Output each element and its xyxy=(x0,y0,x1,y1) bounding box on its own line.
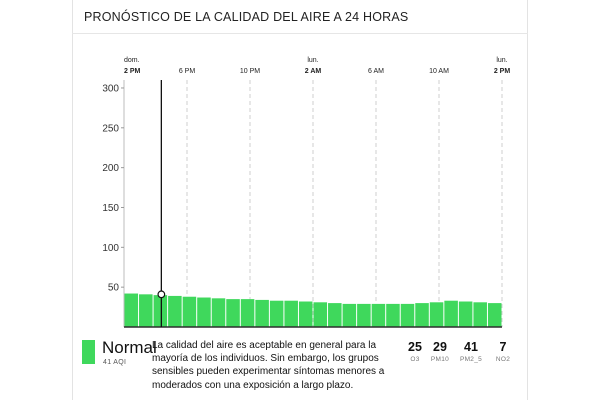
y-tick-label: 50 xyxy=(108,283,120,294)
aqi-bar xyxy=(386,303,400,327)
aqi-bar xyxy=(313,302,328,327)
aqi-bar xyxy=(298,301,313,327)
aqi-bar xyxy=(255,299,269,327)
aqi-bar xyxy=(400,303,415,327)
y-tick-label: 200 xyxy=(102,163,119,174)
pollutant-value: 41 xyxy=(464,340,478,354)
aqi-bar xyxy=(182,296,197,327)
aqi-bar xyxy=(240,299,255,327)
aqi-bar xyxy=(284,300,298,327)
time-tick-label: 2 PM xyxy=(124,68,141,75)
aqi-bar xyxy=(328,303,342,327)
aqi-bar xyxy=(153,295,168,327)
time-tick-label: 2 AM xyxy=(305,68,322,75)
aqi-bar xyxy=(357,303,371,327)
aqi-bar xyxy=(473,302,487,327)
pollutant-name: NO2 xyxy=(495,356,511,363)
aqi-bar xyxy=(444,300,458,327)
forecast-panel xyxy=(72,0,528,400)
time-tick-label: 10 PM xyxy=(240,68,260,75)
aqi-bar xyxy=(487,303,502,327)
aqi-bar xyxy=(371,303,386,327)
time-tick-label: 2 PM xyxy=(494,68,511,75)
time-tick-label: 6 PM xyxy=(179,68,196,75)
y-tick-label: 150 xyxy=(102,203,119,214)
pollutant-value: 7 xyxy=(499,340,507,354)
aqi-bar xyxy=(458,301,473,327)
title-divider xyxy=(72,33,528,34)
pollutant-pm10: 29 PM10 xyxy=(425,340,455,363)
aqi-bar xyxy=(211,298,226,327)
aqi-bar xyxy=(124,293,139,327)
panel-title: PRONÓSTICO DE LA CALIDAD DEL AIRE A 24 H… xyxy=(84,10,409,24)
aqi-bar xyxy=(168,295,182,327)
time-tick-day: lun. xyxy=(307,57,318,64)
aqi-summary: Normal 41 AQI La calidad del aire es ace… xyxy=(82,338,522,398)
pollutant-value: 25 xyxy=(408,340,422,354)
status-color-swatch xyxy=(82,340,95,364)
pollutant-o3: 25 O3 xyxy=(400,340,430,363)
pollutant-pm2-5: 41 PM2_5 xyxy=(456,340,486,363)
aqi-bar xyxy=(226,299,240,327)
pollutant-name: PM10 xyxy=(430,356,450,363)
pollutant-name: O3 xyxy=(410,356,420,363)
aqi-bar xyxy=(269,300,284,327)
y-tick-label: 250 xyxy=(102,123,119,134)
pollutant-name: PM2_5 xyxy=(459,356,483,363)
current-value-marker xyxy=(157,290,166,299)
aqi-bar xyxy=(342,303,357,327)
time-tick-label: 10 AM xyxy=(429,68,449,75)
aqi-bar xyxy=(197,297,211,327)
time-tick-label: 6 AM xyxy=(368,68,384,75)
aqi-value: 41 AQI xyxy=(103,359,127,366)
time-tick-day: dom. xyxy=(124,57,140,64)
pollutant-no2: 7 NO2 xyxy=(488,340,518,363)
time-tick-day: lun. xyxy=(496,57,507,64)
aqi-bar xyxy=(415,303,429,327)
aqi-bar xyxy=(139,294,153,327)
aqi-bar xyxy=(429,302,444,327)
y-tick-label: 300 xyxy=(102,83,119,94)
y-tick-label: 100 xyxy=(102,243,119,254)
pollutant-value: 29 xyxy=(433,340,447,354)
status-label: Normal xyxy=(102,338,157,357)
status-description: La calidad del aire es aceptable en gene… xyxy=(152,340,385,391)
